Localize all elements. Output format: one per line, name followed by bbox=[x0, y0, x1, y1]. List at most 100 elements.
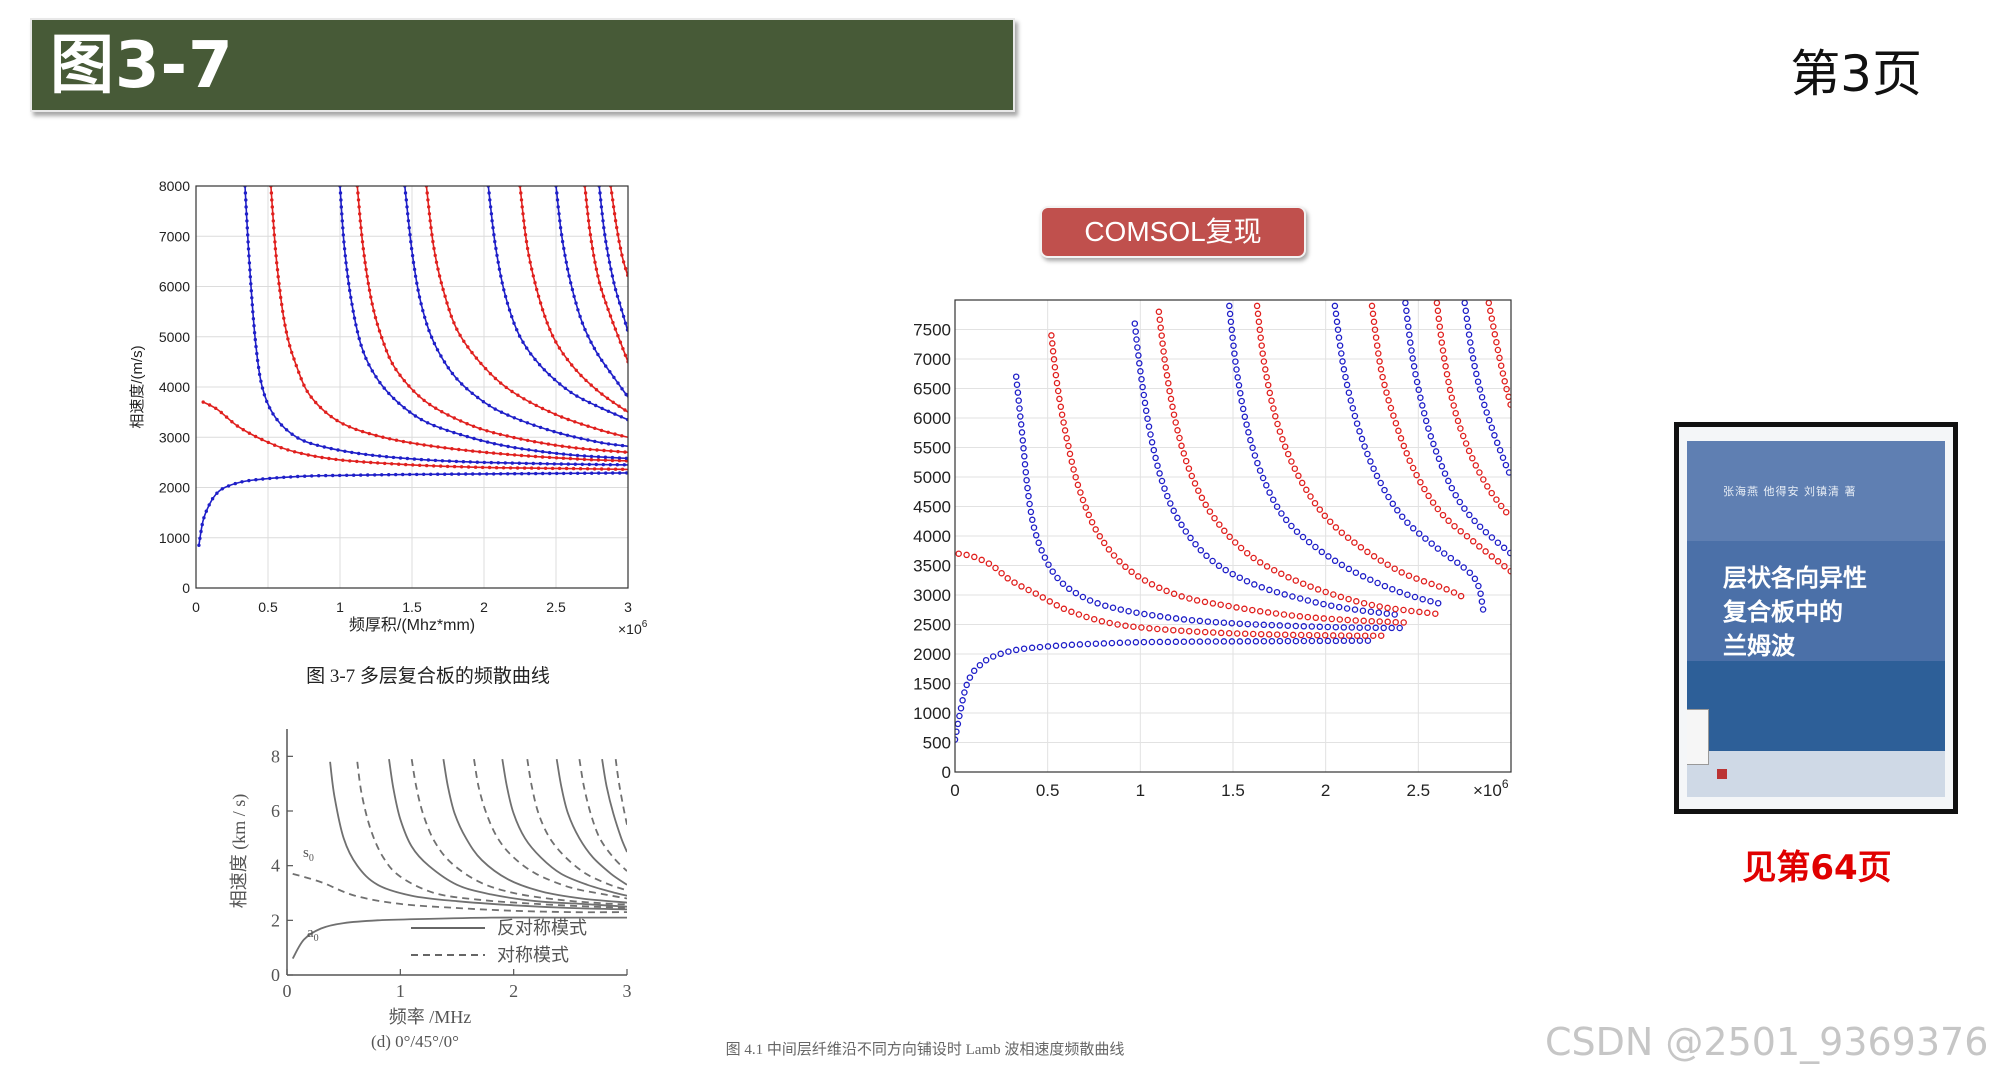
data-point bbox=[1212, 618, 1220, 626]
data-point bbox=[1268, 637, 1276, 645]
data-point bbox=[1281, 443, 1289, 450]
data-point bbox=[235, 424, 240, 428]
data-point bbox=[370, 369, 374, 373]
data-point bbox=[265, 399, 269, 404]
data-point bbox=[1262, 366, 1269, 373]
series-8 bbox=[486, 186, 628, 422]
data-point bbox=[246, 247, 251, 251]
data-point bbox=[362, 254, 366, 258]
data-point bbox=[1263, 373, 1270, 381]
data-point bbox=[1185, 627, 1193, 635]
data-point bbox=[485, 472, 489, 476]
data-point bbox=[1030, 524, 1038, 531]
data-point bbox=[277, 281, 281, 286]
data-point bbox=[997, 650, 1004, 658]
data-point bbox=[567, 445, 571, 449]
data-point bbox=[1116, 639, 1124, 647]
data-point bbox=[602, 448, 606, 453]
data-point bbox=[1172, 638, 1180, 646]
data-point bbox=[608, 314, 613, 318]
data-point bbox=[1471, 362, 1478, 370]
data-point bbox=[1022, 468, 1030, 476]
data-point bbox=[1345, 632, 1353, 639]
data-point bbox=[508, 466, 513, 470]
data-point bbox=[1457, 425, 1464, 432]
data-point bbox=[334, 457, 338, 462]
data-point bbox=[204, 509, 208, 513]
data-point bbox=[408, 410, 412, 414]
data-point bbox=[1459, 432, 1467, 440]
data-point bbox=[425, 191, 429, 195]
data-point bbox=[341, 233, 345, 237]
data-point bbox=[442, 360, 447, 364]
annotation-s0: s0 bbox=[303, 845, 314, 864]
data-point bbox=[576, 308, 580, 312]
data-point bbox=[604, 471, 608, 475]
x-multiplier: ×106 bbox=[618, 619, 648, 637]
data-point bbox=[492, 233, 496, 237]
data-point bbox=[1280, 611, 1288, 618]
data-point bbox=[1463, 315, 1471, 323]
data-point bbox=[1106, 619, 1113, 627]
series-line bbox=[202, 401, 628, 471]
data-point bbox=[619, 308, 624, 312]
data-point bbox=[1390, 412, 1397, 419]
data-point bbox=[499, 274, 503, 278]
data-point bbox=[616, 232, 620, 237]
data-point bbox=[244, 198, 248, 202]
data-point bbox=[1387, 404, 1395, 412]
data-point bbox=[1020, 445, 1027, 452]
data-point bbox=[955, 720, 962, 728]
data-point bbox=[271, 219, 275, 223]
x-tick-label: 0.5 bbox=[258, 599, 278, 615]
data-point bbox=[488, 205, 493, 209]
data-point bbox=[599, 198, 603, 202]
data-point bbox=[1221, 527, 1228, 535]
data-point bbox=[512, 416, 516, 420]
data-point bbox=[600, 392, 604, 396]
data-point bbox=[622, 463, 626, 467]
data-point bbox=[538, 301, 543, 305]
data-point bbox=[1295, 472, 1302, 480]
data-point bbox=[1435, 455, 1443, 463]
data-point bbox=[445, 428, 449, 433]
data-point bbox=[603, 458, 608, 462]
data-point bbox=[531, 461, 535, 466]
data-point bbox=[1109, 604, 1117, 611]
data-point bbox=[1438, 463, 1446, 470]
data-point bbox=[601, 294, 606, 298]
data-point bbox=[1396, 588, 1404, 596]
data-point bbox=[1407, 339, 1414, 346]
data-point bbox=[431, 239, 435, 244]
data-point bbox=[1364, 624, 1371, 631]
data-point bbox=[1068, 641, 1076, 649]
data-point bbox=[290, 432, 294, 436]
data-point bbox=[1116, 558, 1123, 565]
data-point bbox=[1488, 553, 1496, 560]
data-point bbox=[1367, 576, 1374, 583]
data-point bbox=[558, 226, 563, 230]
data-point bbox=[1060, 605, 1068, 613]
data-point bbox=[1237, 544, 1245, 552]
data-point bbox=[1325, 553, 1332, 560]
data-point bbox=[1264, 609, 1272, 616]
data-point bbox=[1402, 300, 1409, 307]
data-point bbox=[276, 275, 280, 279]
data-point bbox=[524, 461, 528, 466]
data-point bbox=[1077, 489, 1084, 496]
data-point bbox=[286, 448, 290, 452]
data-point bbox=[1400, 606, 1407, 614]
data-point bbox=[1288, 612, 1296, 619]
data-point bbox=[517, 334, 522, 338]
data-point bbox=[1316, 506, 1324, 513]
data-point bbox=[1289, 631, 1297, 639]
data-point bbox=[1198, 494, 1206, 502]
data-point bbox=[606, 430, 610, 434]
data-point bbox=[1140, 391, 1148, 399]
data-point bbox=[1506, 549, 1511, 557]
data-point bbox=[1079, 496, 1087, 504]
data-point bbox=[457, 472, 461, 476]
data-point bbox=[1334, 326, 1342, 333]
data-point bbox=[1281, 631, 1289, 638]
data-point bbox=[590, 246, 595, 251]
